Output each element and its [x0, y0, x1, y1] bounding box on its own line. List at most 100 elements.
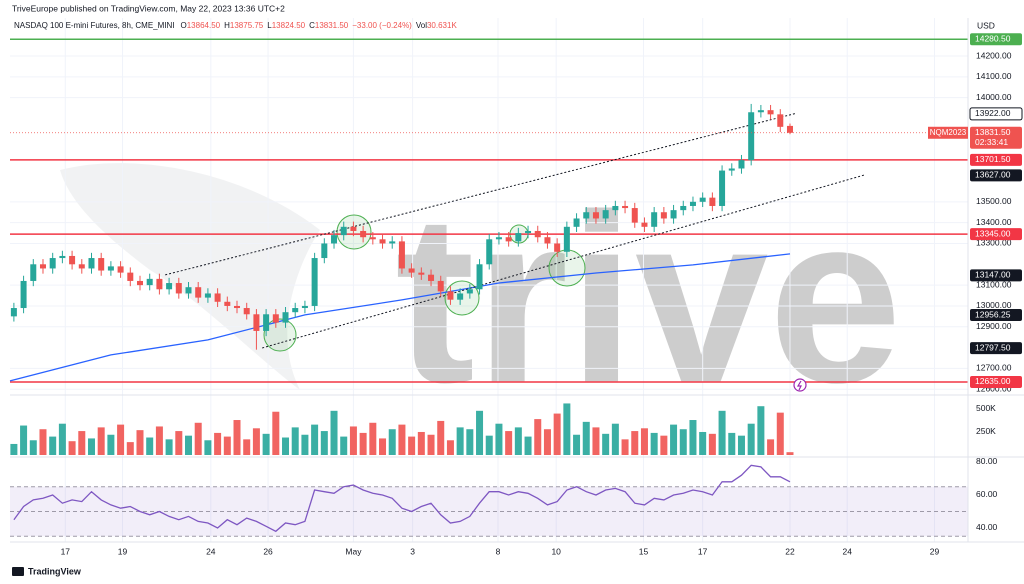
legend-value: 13864.50	[187, 21, 221, 30]
volume-bar	[534, 419, 542, 455]
rsi-line	[13, 464, 791, 533]
volume-bar	[233, 420, 241, 455]
footer-logo	[12, 567, 24, 576]
candle-body	[554, 243, 561, 252]
volume-bar	[320, 431, 328, 455]
candle-body	[263, 314, 270, 331]
candle-body	[622, 205, 629, 209]
candle-body	[486, 239, 493, 265]
volume-bar	[553, 413, 561, 455]
candle-body	[670, 210, 677, 219]
x-tick-label: 8	[496, 546, 501, 556]
volume-bar	[204, 440, 212, 455]
volume-bar	[340, 436, 348, 455]
candle-body	[738, 160, 745, 169]
volume-bar	[757, 406, 765, 455]
legend-key: L	[267, 21, 272, 30]
x-tick-label: 10	[551, 546, 561, 556]
candle-body	[234, 305, 241, 309]
candle-body	[495, 237, 502, 240]
volume-bar	[466, 429, 474, 455]
volume-bar	[214, 432, 222, 455]
volume-bar	[301, 434, 309, 455]
candle-body	[428, 274, 435, 281]
y-tick-label: 12900.00	[976, 321, 1012, 331]
event-icon[interactable]	[793, 378, 807, 392]
symbol-tag-box	[928, 126, 968, 139]
candle-body	[214, 293, 221, 302]
candle-body	[88, 258, 95, 269]
candle-body	[78, 264, 85, 269]
volume-bar	[563, 403, 571, 455]
price-label-box	[970, 169, 1022, 182]
candle-body	[709, 197, 716, 206]
volume-bar	[427, 434, 435, 455]
legend-key: C	[309, 21, 315, 30]
trend-channel	[165, 112, 797, 276]
candle-body	[457, 293, 464, 300]
candle-body	[631, 208, 638, 223]
y-tick-label: 13300.00	[976, 238, 1012, 248]
volume-bar	[602, 433, 610, 455]
candle-body	[360, 230, 367, 238]
x-tick-label: 17	[698, 546, 708, 556]
legend-key: H	[224, 21, 230, 30]
candle-body	[476, 264, 483, 290]
volume-bar	[388, 429, 396, 455]
volume-bar	[456, 427, 464, 455]
volume-bar	[10, 443, 18, 455]
volume-bar	[398, 424, 406, 455]
candle-body	[757, 110, 764, 113]
x-tick-label: 15	[639, 546, 649, 556]
trend-channel	[262, 174, 865, 349]
axis-layer: 14200.00 14100.00 14000.00 13500.00 13400.00…	[10, 18, 1024, 556]
price-label-box	[970, 342, 1022, 355]
volume-bar	[78, 431, 86, 455]
price-label: 12635.00	[975, 376, 1011, 386]
candle-body	[127, 272, 134, 281]
moving-average	[9, 253, 791, 382]
price-label: 13922.00	[975, 108, 1011, 118]
candle-body	[350, 226, 357, 231]
volume-bar	[708, 433, 716, 455]
candle-body	[20, 280, 27, 309]
candle-body	[728, 168, 735, 171]
volume-bar	[728, 432, 736, 455]
price-label-box	[970, 309, 1022, 322]
legend-key: O	[181, 21, 187, 30]
volume-bar	[485, 435, 493, 455]
price-label: 13345.00	[975, 228, 1011, 238]
volume-bar	[252, 428, 260, 455]
candle-body	[204, 293, 211, 298]
volume-bar	[767, 439, 775, 455]
candle-body	[602, 210, 609, 219]
candle-body	[39, 264, 46, 269]
watermark-logo	[60, 163, 320, 390]
y-tick-label: 14200.00	[976, 50, 1012, 60]
candle-body	[544, 237, 551, 244]
legend-value: 13824.50	[272, 21, 306, 30]
candle-body	[49, 258, 56, 269]
footer: TradingView	[28, 566, 82, 576]
candle-body	[786, 125, 793, 133]
candle-body	[398, 241, 405, 269]
price-label: 13147.00	[975, 270, 1011, 280]
countdown: 02:33:41	[975, 137, 1008, 147]
volume-bar	[39, 429, 47, 455]
candle-body	[767, 110, 774, 115]
volume-bar	[262, 433, 270, 455]
candle-body	[311, 258, 318, 306]
price-label-box	[969, 107, 1023, 121]
y-tick-label: 12700.00	[976, 363, 1012, 373]
candle-body	[534, 230, 541, 238]
x-tick-label: 24	[206, 546, 216, 556]
legend-key: Vol	[416, 21, 427, 30]
candle-body	[612, 205, 619, 211]
marks-layer	[9, 38, 968, 533]
volume-bar	[349, 426, 357, 455]
candle-body	[331, 235, 338, 244]
volume-bar	[737, 435, 745, 455]
candle-body	[680, 205, 687, 211]
x-tick-label: 29	[930, 546, 940, 556]
